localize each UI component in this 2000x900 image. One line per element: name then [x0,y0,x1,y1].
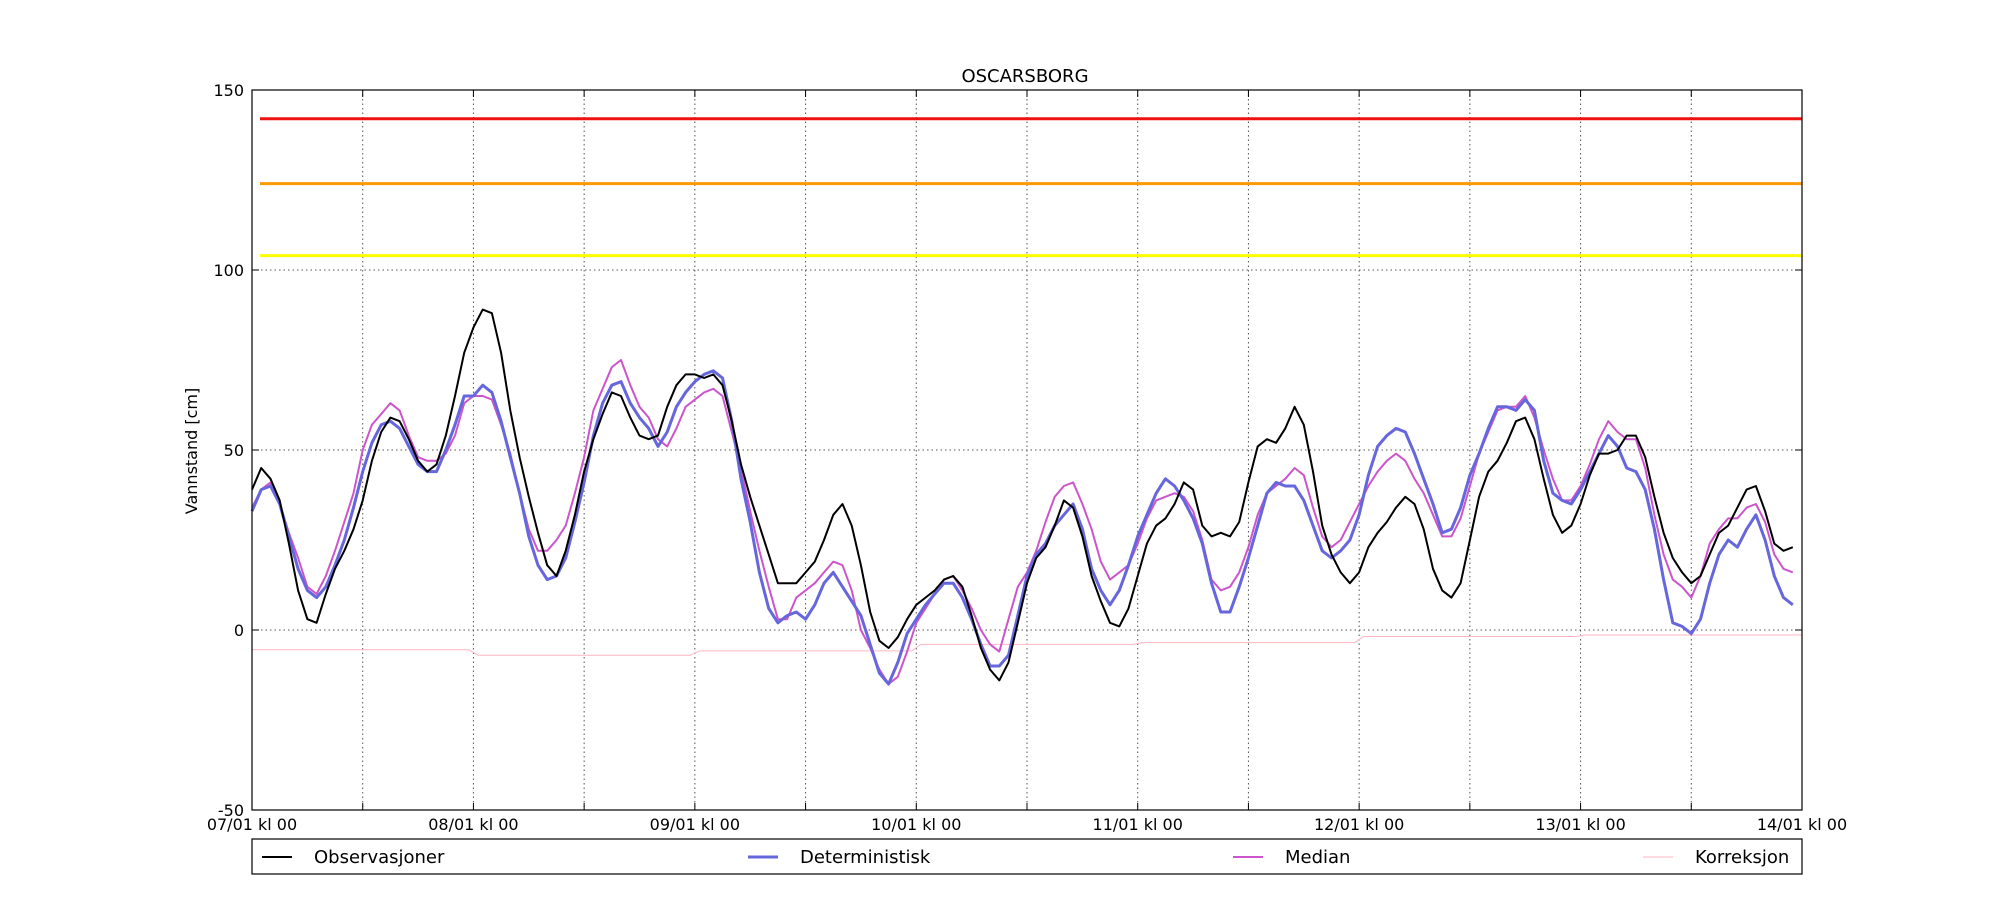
threshold-lines [260,117,1802,258]
y-tick-label: 50 [224,441,244,460]
series-line-median [251,359,1794,685]
series-group [250,308,1802,686]
y-tick-label: -50 [218,801,244,820]
x-tick-label: 10/01 kl 00 [871,815,961,834]
legend: Observasjoner Deterministisk Median Korreks… [251,838,1803,875]
chart-title: OSCARSBORG [961,66,1088,87]
x-tick-label: 14/01 kl 00 [1757,815,1847,834]
grid-lines [252,90,1802,810]
y-tick-label: 100 [213,261,244,280]
x-tick-label: 11/01 kl 00 [1093,815,1183,834]
y-tick-label: 150 [213,81,244,100]
series-line-deterministisk [250,369,1794,686]
x-tick-label: 12/01 kl 00 [1314,815,1404,834]
legend-label: Deterministisk [800,847,931,868]
series-line-observasjoner [251,308,1794,682]
legend-label: Median [1285,847,1350,868]
x-tick-label: 08/01 kl 00 [428,815,518,834]
series-line-korreksjon [252,634,1802,656]
y-ticks: -50 0 50 100 150 [213,81,1802,820]
x-tick-label: 13/01 kl 00 [1535,815,1625,834]
y-tick-label: 0 [234,621,244,640]
legend-frame [251,838,1803,875]
x-tick-label: 07/01 kl 00 [207,815,297,834]
legend-label: Observasjoner [314,847,445,868]
x-ticks: 07/01 kl 00 08/01 kl 00 09/01 kl 00 10/01 k… [207,90,1847,834]
y-axis-label: Vannstand [cm] [182,388,201,514]
x-tick-label: 09/01 kl 00 [650,815,740,834]
legend-label: Korreksjon [1695,847,1789,868]
